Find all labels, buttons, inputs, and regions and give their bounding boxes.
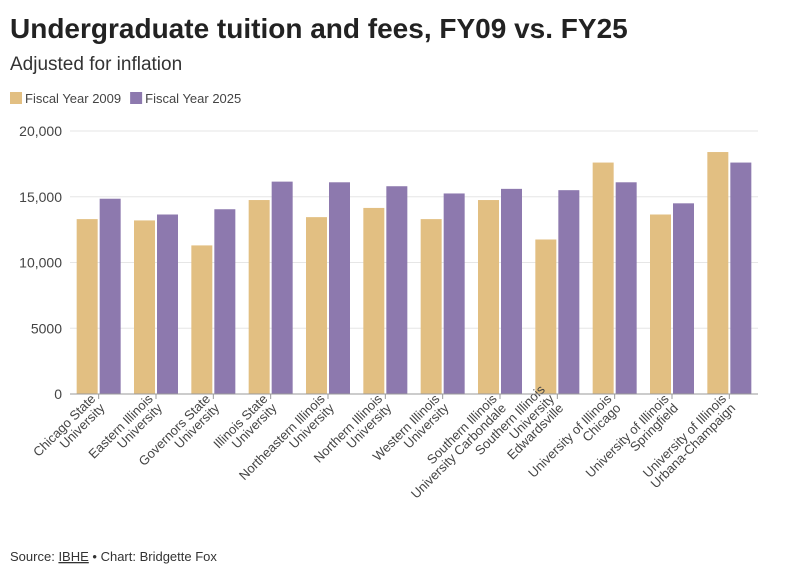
- bar: [535, 239, 557, 394]
- y-tick-label: 15,000: [19, 189, 62, 205]
- chart-title: Undergraduate tuition and fees, FY09 vs.…: [10, 13, 628, 44]
- bar: [478, 200, 499, 394]
- bar: [363, 207, 385, 394]
- bar: [650, 214, 671, 394]
- bar: [306, 217, 327, 394]
- bar: [673, 203, 694, 394]
- bar: [248, 200, 270, 394]
- bar: [99, 198, 121, 394]
- bar: [443, 193, 465, 394]
- legend-label: Fiscal Year 2009: [25, 91, 121, 106]
- y-tick-label: 10,000: [19, 255, 62, 271]
- legend-swatch: [10, 92, 22, 104]
- legend-swatch: [130, 92, 143, 104]
- y-tick-label: 20,000: [19, 123, 62, 139]
- bar: [420, 219, 442, 394]
- y-tick-label: 5000: [31, 320, 62, 336]
- bar: [592, 162, 614, 394]
- chart-subtitle: Adjusted for inflation: [10, 54, 182, 75]
- bar: [76, 219, 98, 394]
- legend-label: Fiscal Year 2025: [145, 91, 241, 106]
- source-link[interactable]: IBHE: [58, 549, 89, 564]
- bar: [134, 220, 155, 394]
- credit: • Chart: Bridgette Fox: [92, 549, 217, 564]
- bar: [329, 182, 350, 394]
- bar: [386, 186, 408, 394]
- bar: [615, 182, 637, 394]
- bar: [501, 188, 522, 394]
- bar: [214, 209, 236, 394]
- bar: [707, 152, 729, 394]
- bar: [157, 214, 178, 394]
- source: Source: IBHE • Chart: Bridgette Fox: [10, 549, 217, 564]
- source-label: Source:: [10, 549, 55, 564]
- bar: [191, 245, 213, 394]
- bar: [730, 162, 752, 394]
- y-tick-label: 0: [54, 386, 62, 402]
- bar: [271, 181, 293, 394]
- bar: [558, 190, 580, 394]
